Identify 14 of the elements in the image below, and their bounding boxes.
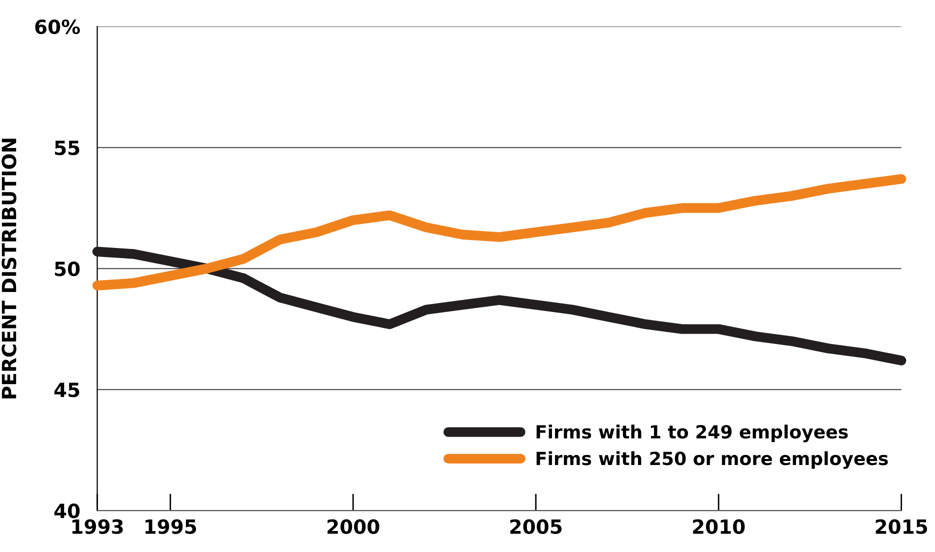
x-tick-label: 2000: [328, 519, 380, 534]
y-tick-label: 55: [55, 140, 80, 156]
x-tick-label: 2005: [510, 519, 562, 534]
x-tick-label: 1993: [72, 519, 123, 534]
y-tick-label: 60%: [35, 19, 80, 34]
y-tick-label: 50: [55, 262, 80, 276]
x-tick-label: 2010: [693, 519, 745, 534]
legend-label: Firms with 250 or more employees: [536, 451, 888, 469]
x-tick-label: 1995: [145, 519, 196, 534]
x-tick-label: 2015: [876, 519, 928, 534]
y-tick-label: 45: [54, 382, 80, 398]
y-tick-label: 40: [54, 504, 80, 518]
y-axis-title: PERCENT DISTRIBUTION: [2, 138, 16, 398]
legend-label: Firms with 1 to 249 employees: [536, 424, 848, 442]
